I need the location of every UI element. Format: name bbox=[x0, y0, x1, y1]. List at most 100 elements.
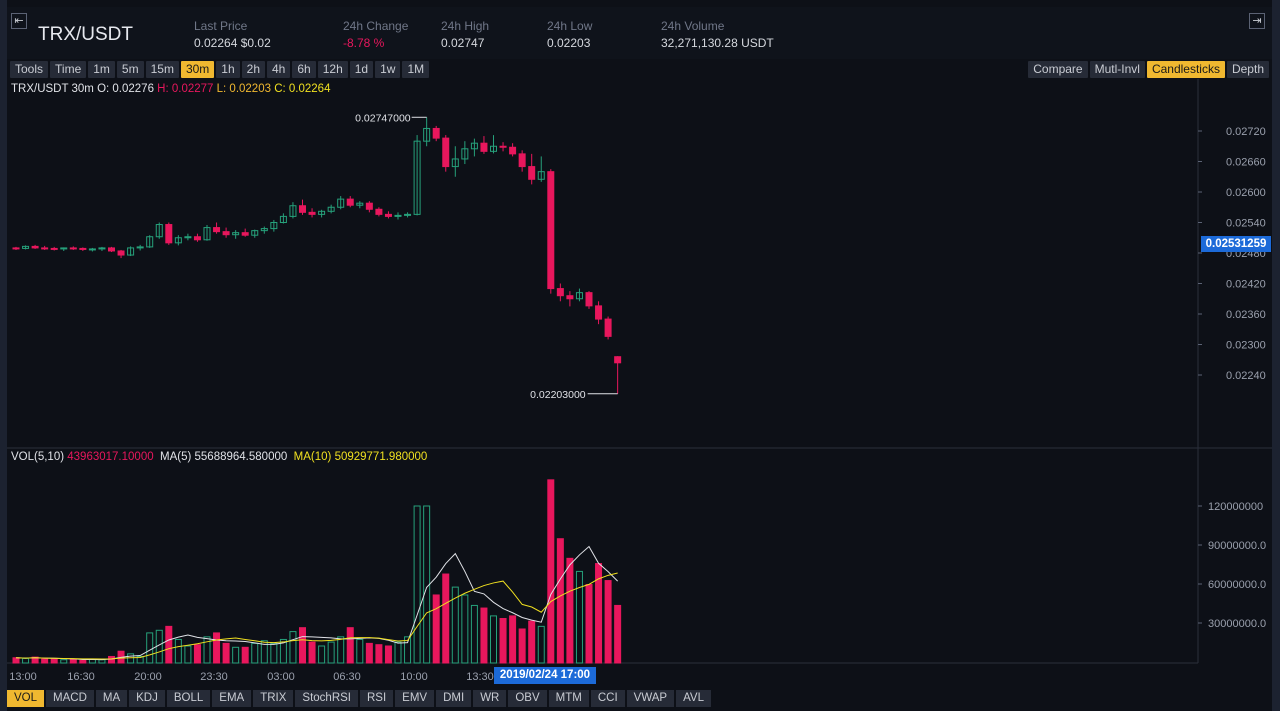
interval-button-1w[interactable]: 1w bbox=[375, 61, 401, 78]
volume-bar bbox=[499, 618, 507, 664]
view-toolbar: Compare Mutl-Invl Candlesticks Depth bbox=[1028, 61, 1269, 78]
right-panel-edge bbox=[1272, 0, 1280, 711]
indicator-button-boll[interactable]: BOLL bbox=[166, 690, 211, 707]
interval-button-tools[interactable]: Tools bbox=[10, 61, 49, 78]
volume-bar bbox=[518, 628, 526, 664]
indicator-toolbar: VOL MACD MA KDJ BOLL EMA TRIX StochRSI RSI EMV DMI… bbox=[7, 690, 711, 707]
stat-24h-low: 24h Low 0.02203 bbox=[547, 19, 592, 50]
candle-body bbox=[308, 211, 316, 215]
stat-value: 0.02264 $0.02 bbox=[194, 36, 271, 50]
volume-bar bbox=[136, 655, 144, 664]
volume-bar bbox=[165, 625, 173, 664]
interval-button-1m[interactable]: 1M bbox=[402, 61, 430, 78]
indicator-button-wr[interactable]: WR bbox=[473, 690, 507, 707]
volume-bar bbox=[12, 657, 20, 664]
interval-button-5m[interactable]: 5m bbox=[116, 61, 144, 78]
volume-axis-label: 120000000 bbox=[1208, 501, 1263, 513]
ma10-value: 50929771.980000 bbox=[334, 451, 428, 463]
chart-area[interactable]: 0.02720 0.02660 0.02600 0.02540 0.02480 0.024… bbox=[7, 79, 1272, 687]
interval-button-1m[interactable]: 1m bbox=[88, 61, 115, 78]
interval-button-1d[interactable]: 1d bbox=[349, 61, 374, 78]
volume-bar bbox=[174, 638, 182, 664]
ma5-line bbox=[15, 545, 619, 661]
vol-label: VOL(5,10) bbox=[11, 451, 65, 463]
candle-body bbox=[222, 231, 230, 236]
indicator-button-mtm[interactable]: MTM bbox=[548, 690, 589, 707]
indicator-button-avl[interactable]: AVL bbox=[676, 690, 711, 707]
interval-button-15m[interactable]: 15m bbox=[145, 61, 179, 78]
left-panel-edge bbox=[0, 0, 7, 711]
volume-bar bbox=[404, 636, 412, 664]
indicator-button-macd[interactable]: MACD bbox=[46, 690, 94, 707]
price-chart[interactable]: 0.027200.026600.026000.025400.024800.024… bbox=[7, 79, 1272, 687]
legend-open: O: 0.02276 bbox=[97, 83, 154, 95]
volume-bar bbox=[337, 636, 345, 664]
ma5-value: 55688964.580000 bbox=[194, 451, 288, 463]
indicator-button-emv[interactable]: EMV bbox=[395, 690, 435, 707]
stat-last-price: Last Price 0.02264 $0.02 bbox=[194, 19, 271, 50]
indicator-button-cci[interactable]: CCI bbox=[590, 690, 625, 707]
interval-button-time[interactable]: Time bbox=[50, 61, 87, 78]
candle-body bbox=[337, 198, 345, 208]
price-axis-label: 0.02720 bbox=[1226, 126, 1266, 138]
volume-bar bbox=[346, 627, 354, 664]
candle-body bbox=[518, 153, 526, 168]
stat-label: 24h High bbox=[441, 19, 490, 33]
volume-bar bbox=[60, 659, 68, 664]
interval-button-1h[interactable]: 1h bbox=[216, 61, 240, 78]
interval-button-30m[interactable]: 30m bbox=[180, 61, 215, 78]
indicator-button-stochrsi[interactable]: StochRSI bbox=[295, 690, 358, 707]
volume-bar bbox=[547, 479, 555, 664]
collapse-left-icon[interactable]: ⇤ bbox=[11, 13, 27, 29]
candle-body bbox=[251, 230, 259, 236]
vol-value: 43963017.10000 bbox=[67, 451, 154, 463]
volume-bar bbox=[537, 625, 545, 664]
view-button-candlesticks[interactable]: Candlesticks bbox=[1146, 61, 1225, 78]
current-price-tag: 0.02531259 bbox=[1201, 236, 1271, 252]
interval-button-12h[interactable]: 12h bbox=[317, 61, 348, 78]
volume-bar bbox=[41, 658, 49, 664]
indicator-button-vol[interactable]: VOL bbox=[7, 690, 45, 707]
candle-body bbox=[136, 246, 144, 249]
collapse-right-icon[interactable]: ⇥ bbox=[1249, 13, 1265, 29]
indicator-button-kdj[interactable]: KDJ bbox=[129, 690, 165, 707]
indicator-button-trix[interactable]: TRIX bbox=[253, 690, 294, 707]
candle-body bbox=[146, 236, 154, 248]
volume-bar bbox=[308, 641, 316, 664]
view-button-mutl-invl[interactable]: Mutl-Invl bbox=[1089, 61, 1145, 78]
interval-button-4h[interactable]: 4h bbox=[267, 61, 291, 78]
view-button-compare[interactable]: Compare bbox=[1028, 61, 1088, 78]
candle-body bbox=[327, 206, 335, 212]
high-marker-label: 0.02747000 bbox=[355, 112, 411, 124]
volume-axis-label: 90000000.0 bbox=[1208, 540, 1266, 552]
indicator-button-dmi[interactable]: DMI bbox=[436, 690, 472, 707]
volume-bar bbox=[575, 570, 583, 664]
indicator-button-rsi[interactable]: RSI bbox=[360, 690, 394, 707]
interval-button-6h[interactable]: 6h bbox=[292, 61, 316, 78]
volume-bar bbox=[50, 658, 58, 664]
ohlc-legend: TRX/USDT 30m O: 0.02276 H: 0.02277 L: 0.… bbox=[11, 83, 330, 95]
indicator-button-obv[interactable]: OBV bbox=[508, 690, 547, 707]
indicator-button-vwap[interactable]: VWAP bbox=[626, 690, 675, 707]
volume-bar bbox=[318, 645, 326, 664]
candle-body bbox=[480, 142, 488, 152]
view-button-depth[interactable]: Depth bbox=[1226, 61, 1269, 78]
indicator-button-ma[interactable]: MA bbox=[95, 690, 128, 707]
indicator-button-ema[interactable]: EMA bbox=[212, 690, 252, 707]
price-axis-label: 0.02600 bbox=[1226, 187, 1266, 199]
volume-bar bbox=[327, 641, 335, 664]
candle-body bbox=[614, 356, 622, 364]
price-axis-label: 0.02540 bbox=[1226, 218, 1266, 230]
stat-24h-change: 24h Change -8.78 % bbox=[343, 19, 408, 50]
volume-bar bbox=[556, 538, 564, 664]
candle-body bbox=[442, 137, 450, 168]
candle-body bbox=[528, 166, 536, 180]
volume-bar bbox=[260, 640, 268, 664]
interval-button-2h[interactable]: 2h bbox=[241, 61, 265, 78]
candle-body bbox=[260, 228, 268, 232]
volume-bar bbox=[384, 645, 392, 664]
stat-label: 24h Volume bbox=[661, 19, 725, 33]
volume-bar bbox=[470, 604, 478, 664]
volume-bar bbox=[241, 646, 249, 664]
volume-bar bbox=[461, 594, 469, 664]
